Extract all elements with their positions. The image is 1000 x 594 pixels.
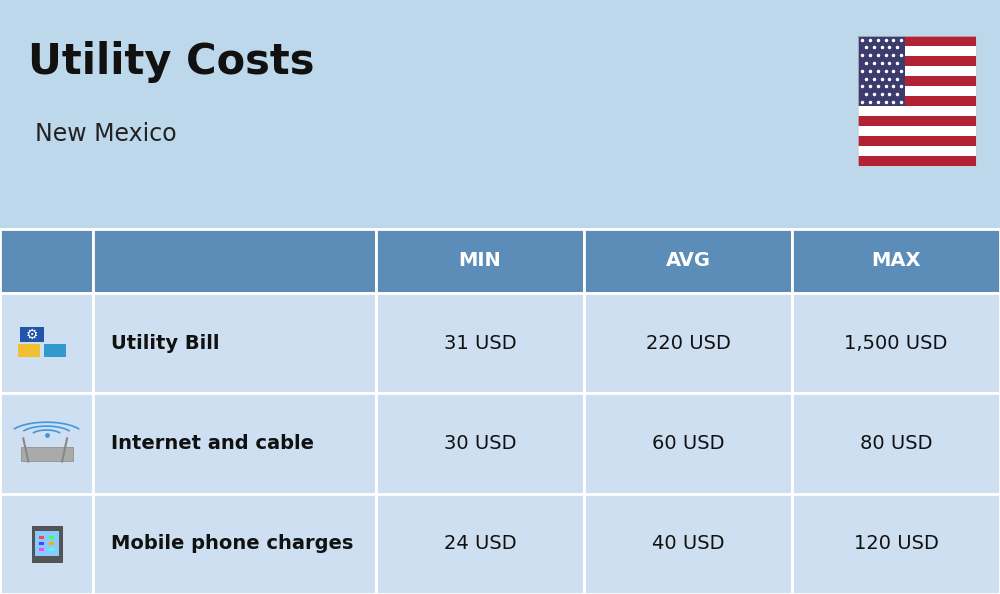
- Bar: [584, 393, 792, 494]
- Bar: [376, 229, 584, 293]
- Bar: [38, 548, 44, 551]
- Text: 31 USD: 31 USD: [444, 334, 516, 352]
- Bar: [858, 156, 976, 166]
- Text: MIN: MIN: [459, 251, 501, 270]
- Text: Internet and cable: Internet and cable: [111, 434, 314, 453]
- Bar: [858, 36, 976, 46]
- Bar: [858, 76, 976, 86]
- Bar: [20, 447, 72, 462]
- Bar: [32, 526, 62, 562]
- Bar: [20, 327, 44, 342]
- Bar: [0, 393, 93, 494]
- Text: Mobile phone charges: Mobile phone charges: [111, 535, 353, 553]
- Bar: [0, 293, 93, 393]
- Bar: [376, 293, 584, 393]
- Bar: [584, 293, 792, 393]
- Text: 24 USD: 24 USD: [444, 535, 516, 553]
- Bar: [93, 229, 376, 293]
- Text: Utility Costs: Utility Costs: [28, 42, 314, 83]
- Text: Utility Bill: Utility Bill: [111, 334, 220, 352]
- Bar: [858, 146, 976, 156]
- Bar: [584, 494, 792, 594]
- Text: 30 USD: 30 USD: [444, 434, 516, 453]
- Bar: [858, 126, 976, 136]
- Bar: [0, 0, 1000, 229]
- Bar: [38, 536, 44, 539]
- Text: 40 USD: 40 USD: [652, 535, 724, 553]
- Text: New Mexico: New Mexico: [35, 122, 177, 146]
- Bar: [93, 393, 376, 494]
- Bar: [858, 46, 976, 56]
- Bar: [34, 532, 58, 556]
- Bar: [44, 345, 66, 358]
- Bar: [0, 229, 93, 293]
- Text: 60 USD: 60 USD: [652, 434, 724, 453]
- Bar: [858, 86, 976, 96]
- Bar: [38, 542, 44, 545]
- Bar: [93, 494, 376, 594]
- Bar: [858, 116, 976, 126]
- Bar: [792, 393, 1000, 494]
- Bar: [376, 494, 584, 594]
- Bar: [584, 229, 792, 293]
- Bar: [376, 393, 584, 494]
- Bar: [858, 36, 905, 106]
- Text: 80 USD: 80 USD: [860, 434, 932, 453]
- Bar: [93, 293, 376, 393]
- Bar: [858, 56, 976, 66]
- Text: AVG: AVG: [666, 251, 710, 270]
- Bar: [792, 229, 1000, 293]
- Bar: [48, 548, 54, 551]
- Bar: [858, 106, 976, 116]
- Bar: [48, 542, 54, 545]
- Text: MAX: MAX: [871, 251, 921, 270]
- Bar: [858, 66, 976, 76]
- Text: ⚙: ⚙: [26, 327, 38, 342]
- Bar: [858, 136, 976, 146]
- Bar: [792, 293, 1000, 393]
- Bar: [0, 494, 93, 594]
- Bar: [18, 345, 40, 358]
- Text: 220 USD: 220 USD: [646, 334, 730, 352]
- Bar: [858, 96, 976, 106]
- Text: 120 USD: 120 USD: [854, 535, 938, 553]
- Text: 1,500 USD: 1,500 USD: [844, 334, 948, 352]
- Bar: [48, 536, 54, 539]
- Bar: [792, 494, 1000, 594]
- Bar: [858, 36, 976, 166]
